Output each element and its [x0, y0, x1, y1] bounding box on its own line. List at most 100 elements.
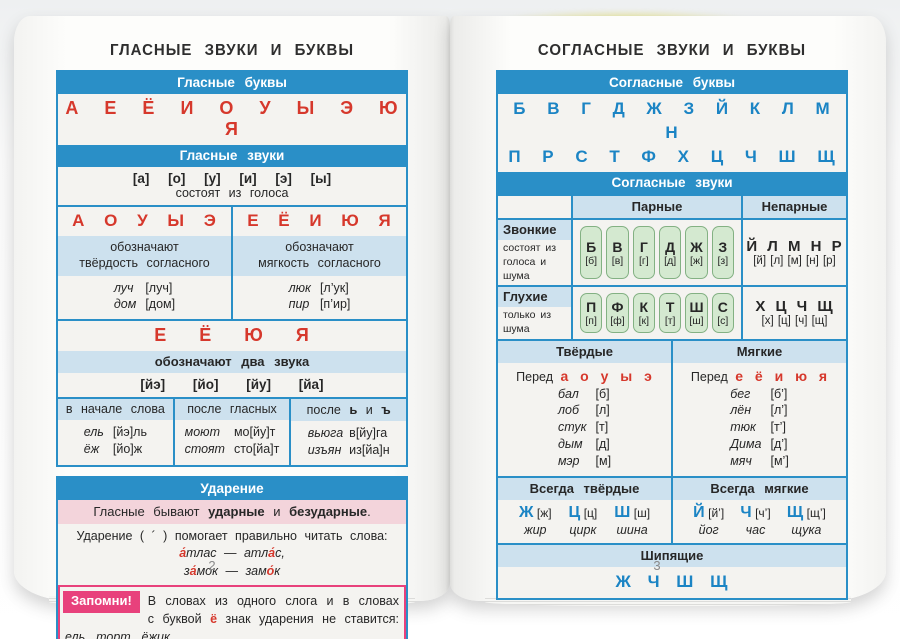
remember-text: знак ударения не ставится:: [217, 611, 400, 626]
voiceless-label: Глухие: [498, 287, 571, 308]
pill-letter: Б: [586, 238, 597, 255]
soft-sign: ь: [349, 402, 358, 418]
example-word: дом: [113, 297, 137, 312]
unpaired-content: Х Ц Ч Щ [х] [ц] [ч] [щ]: [743, 287, 846, 338]
vowel-sounds-row: [а] [о] [у] [и] [э] [ы] состоят из голос…: [58, 167, 406, 205]
voiced-sublabel: состоят из голоса и шума: [503, 242, 557, 282]
pill-letter: В: [612, 238, 623, 255]
example-sound: [д]: [595, 437, 610, 452]
always-section: Всегда твёрдые Ж [ж] жир Ц [ц] цирк Ш [ш] ш…: [498, 475, 846, 543]
example-word: мэр: [557, 454, 580, 469]
page-edge-right: [484, 596, 852, 606]
example-sound: сто[йа]т: [233, 442, 280, 457]
rule-text: .: [367, 504, 371, 519]
letter-example: Ц [ц] цирк: [569, 504, 598, 537]
pill-letter: Ш: [689, 298, 704, 315]
example-word: стук: [557, 420, 587, 435]
vowel-sounds-header: Гласные звуки: [58, 145, 406, 167]
example-word: стоят: [184, 442, 225, 457]
always-soft-items: Й [й’] йог Ч [ч’] час Щ [щ’] щука: [673, 500, 846, 543]
pill-sound: [п]: [585, 314, 597, 327]
sound: [й’]: [708, 505, 725, 520]
letter: Ч: [740, 503, 752, 521]
rule-text: Гласные бывают: [93, 504, 209, 519]
hardness-meaning-line1: обозначают: [110, 240, 179, 254]
pill-sound: [к]: [638, 314, 650, 327]
sound: [ч’]: [755, 505, 771, 520]
consonant-letters: Б В Г Д Ж З Й К Л М Н П Р С Т Ф Х Ц Ч Ш …: [498, 94, 846, 172]
accented-letter: о́: [266, 563, 275, 578]
example-sound: [б]: [595, 386, 610, 401]
pill-letter: Ж: [690, 238, 703, 255]
example-sound: [т’]: [770, 420, 786, 435]
case-word-start: в начале слова ель [йэ]ль ёж [йо]ж: [58, 399, 173, 465]
case-after-signs: после ь и ъ вьюга в[йу]га изъян из[йа]н: [289, 399, 407, 465]
unpaired-header: Непарные: [741, 196, 846, 219]
letter-sound-pill: Д [д]: [658, 226, 682, 280]
word: йог: [698, 522, 719, 537]
sound: [ж]: [536, 505, 552, 520]
example-text: мок — зам: [196, 563, 267, 578]
example-word: ёж: [83, 442, 100, 457]
pill-sound: [т]: [664, 314, 676, 327]
accented-letter: а́: [189, 563, 197, 578]
voiceless-paired-cell: П [п] Ф [ф] К [к] Т [т] Ш [ш] С [с]: [571, 285, 741, 339]
example-word: луч: [113, 280, 134, 295]
letter-example: Ч [ч’] час: [740, 504, 770, 537]
page-right-content: СОГЛАСНЫЕ ЗВУКИ И БУКВЫ Согласные буквы …: [496, 42, 848, 601]
pill-sound: [з]: [717, 254, 729, 267]
unpaired-content: Й Л М Н Р [й] [л] [м] [н] [р]: [743, 220, 846, 285]
pill-letter: Ф: [611, 298, 624, 315]
pill-sound: [ш]: [689, 314, 704, 327]
letter-sound: Ч [ч’]: [740, 504, 770, 522]
remember-box: Запомни! В словах из одного слога и в сло…: [58, 584, 406, 639]
page-title: ГЛАСНЫЕ ЗВУКИ И БУКВЫ: [109, 41, 355, 60]
letter-example: Й [й’] йог: [693, 504, 724, 537]
letter-sound-pill: Ж [ж]: [685, 226, 708, 280]
hard-letters: а о у ы э: [560, 367, 653, 384]
example-sound: [йо]ж: [112, 442, 143, 457]
example-sound: [л’]: [770, 403, 788, 418]
page-title: СОГЛАСНЫЕ ЗВУКИ И БУКВЫ: [537, 41, 807, 60]
rule-term-unstressed: безударные: [289, 504, 368, 519]
case-header-text: и: [357, 403, 382, 418]
unpaired-sounds: [й] [л] [м] [н] [р]: [753, 255, 836, 268]
letter: Й: [693, 503, 705, 521]
example-word: изъян: [307, 443, 342, 458]
two-sound-letters: Е Ё Ю Я: [58, 319, 406, 351]
example-word: пир: [288, 297, 310, 312]
hard-sign: ъ: [381, 402, 391, 418]
case-header: в начале слова: [58, 399, 173, 421]
example-word: моют: [184, 425, 220, 440]
hard-before-line: Перед а о у ы э: [498, 363, 671, 385]
example-sound: [л’ук]: [319, 280, 349, 295]
page-right: СОГЛАСНЫЕ ЗВУКИ И БУКВЫ Согласные буквы …: [450, 16, 886, 606]
book-spread: ГЛАСНЫЕ ЗВУКИ И БУКВЫ Гласные буквы А Е …: [14, 10, 886, 639]
always-hard-header: Всегда твёрдые: [498, 477, 671, 500]
stress-rule: Гласные бывают ударные и безударные.: [58, 500, 406, 524]
hardness-letters: А О У Ы Э: [72, 211, 217, 230]
letter-sound: Ш [ш]: [614, 504, 650, 522]
example-sound: [т]: [595, 420, 609, 435]
example-word: лён: [730, 403, 752, 418]
pill-sound: [в]: [611, 254, 624, 267]
letter-sound-pill: К [к]: [632, 293, 655, 333]
voiced-label-cell: Звонкие состоят из голоса и шума: [498, 218, 571, 285]
hard-soft-columns: А О У Ы Э обозначают твёрдость согласног…: [58, 205, 406, 320]
soft-letters: е ё и ю я: [735, 367, 829, 384]
letter-sound: Щ [щ’]: [787, 504, 826, 522]
letter-sound-pill: С [с]: [711, 293, 734, 333]
rule-term-stressed: ударные: [208, 504, 265, 519]
softness-meaning: обозначают мягкость согласного: [233, 236, 406, 276]
voiceless-sublabel: только из шума: [503, 309, 552, 335]
soft-column: Мягкие Перед е ё и ю я бег [б’] лён [л’] т…: [671, 340, 846, 476]
unpaired-letters: Й Л М Н Р: [746, 238, 843, 256]
example-sound: из[йа]н: [349, 443, 390, 458]
letter: Ш: [614, 503, 631, 521]
hard-soft-section: Твёрдые Перед а о у ы э бал [б] лоб [л] ст…: [498, 338, 846, 476]
letter-sound-pill: Г [г]: [632, 226, 655, 280]
accented-letter: а́: [179, 546, 187, 561]
softness-meaning-line2: мягкость согласного: [258, 256, 381, 271]
page-number-left: 2: [208, 558, 216, 573]
case-header: после ь и ъ: [291, 399, 407, 422]
